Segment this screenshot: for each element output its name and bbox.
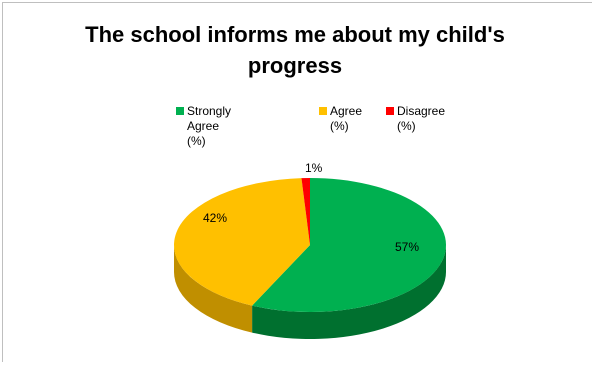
data-label-agree: 42% [203,211,227,225]
pie-slice-strongly-agree [252,178,446,313]
pie-slice-disagree [301,178,310,245]
pie-top [173,178,446,313]
data-label-disagree: 1% [305,161,323,175]
pie-side-agree [174,245,253,333]
chart-frame [2,2,592,362]
pie-side-strongly-agree [252,245,446,339]
chart-title-line1: The school informs me about my child's [85,22,505,47]
legend-label-agree-unit: (%) [330,119,349,133]
legend-label-disagree-unit: (%) [397,119,416,133]
legend-swatch-disagree [386,107,394,115]
legend-item-disagree: Disagree (%) [386,104,445,134]
legend-swatch-agree [319,107,327,115]
pie-slice-agree [173,178,310,306]
pie-sides [174,245,446,339]
legend-label-agree: Agree [330,104,363,118]
legend-label-strongly-agree: Strongly Agree (%) [187,104,232,148]
legend-item-strongly-agree: Strongly Agree (%) [176,104,231,149]
data-label-strongly-agree: 57% [395,240,419,254]
legend-swatch-strongly-agree [176,107,184,115]
legend-item-agree: Agree (%) [319,104,362,134]
chart-title: The school informs me about my child's p… [0,19,590,81]
legend-label-disagree: Disagree [397,104,446,118]
chart-title-line2: progress [247,53,343,78]
